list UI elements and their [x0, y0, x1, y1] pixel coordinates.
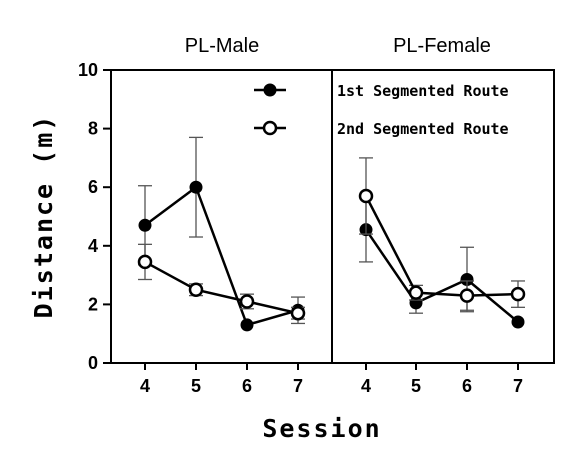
- series-p1-0: [359, 196, 525, 329]
- open-point-p0-0: [137, 254, 153, 270]
- panel-titles: PL-Male PL-Female: [185, 35, 491, 57]
- legend-marker-open: [262, 120, 278, 136]
- filled-point-p0-0: [138, 218, 152, 232]
- filled-point-p1-3: [511, 315, 525, 329]
- series-layer: [137, 136, 526, 332]
- x-tick-label-p1-1: 5: [411, 376, 421, 396]
- legend: 1st Segmented Route 2nd Segmented Route: [254, 82, 509, 138]
- open-point-p1-2: [459, 288, 475, 303]
- panel-title-left: PL-Male: [185, 35, 259, 57]
- open-point-p1-1: [408, 285, 424, 300]
- open-point-p0-2: [239, 294, 255, 309]
- y-tick-label-3: 6: [88, 177, 98, 197]
- open-point-p0-1: [188, 282, 204, 297]
- series-p0-1: [137, 243, 306, 321]
- series-line-p1-0: [364, 228, 519, 323]
- open-point-p1-3: [510, 286, 526, 302]
- panel-title-right: PL-Female: [393, 35, 491, 57]
- y-tick-label-0: 0: [88, 353, 98, 373]
- series-line-p1-1: [364, 195, 519, 297]
- series-line-p0-1: [144, 260, 299, 315]
- x-tick-label-p1-2: 6: [462, 376, 472, 396]
- y-tick-label-4: 8: [88, 119, 98, 139]
- series-p1-1: [358, 157, 526, 311]
- y-axis-ticks: 0 2 4 6 8 10: [78, 60, 111, 373]
- y-axis-title: Distance (m): [29, 114, 58, 319]
- series-line-p0-0: [144, 185, 299, 327]
- x-tick-label-p0-0: 4: [140, 376, 150, 396]
- x-tick-label-p0-2: 6: [242, 376, 252, 396]
- y-tick-label-5: 10: [78, 60, 98, 80]
- x-tick-label-p0-3: 7: [293, 376, 303, 396]
- open-point-p0-3: [290, 305, 306, 321]
- legend-label-1: 1st Segmented Route: [337, 82, 509, 100]
- open-point-p1-0: [358, 188, 374, 204]
- y-tick-label-2: 4: [88, 236, 98, 256]
- legend-marker-filled: [263, 83, 277, 97]
- x-tick-label-p1-3: 7: [513, 376, 523, 396]
- filled-point-p0-1: [189, 180, 203, 194]
- filled-point-p0-2: [240, 318, 254, 332]
- x-tick-label-p0-1: 5: [191, 376, 201, 396]
- x-tick-label-p1-0: 4: [361, 376, 371, 396]
- series-p0-0: [138, 136, 305, 332]
- plot-frame: [110, 69, 555, 364]
- legend-label-2: 2nd Segmented Route: [337, 120, 509, 138]
- y-tick-label-1: 2: [88, 294, 98, 314]
- x-axis-ticks: 4 5 6 7 4 5 6 7: [140, 363, 523, 396]
- x-axis-title: Session: [262, 414, 381, 443]
